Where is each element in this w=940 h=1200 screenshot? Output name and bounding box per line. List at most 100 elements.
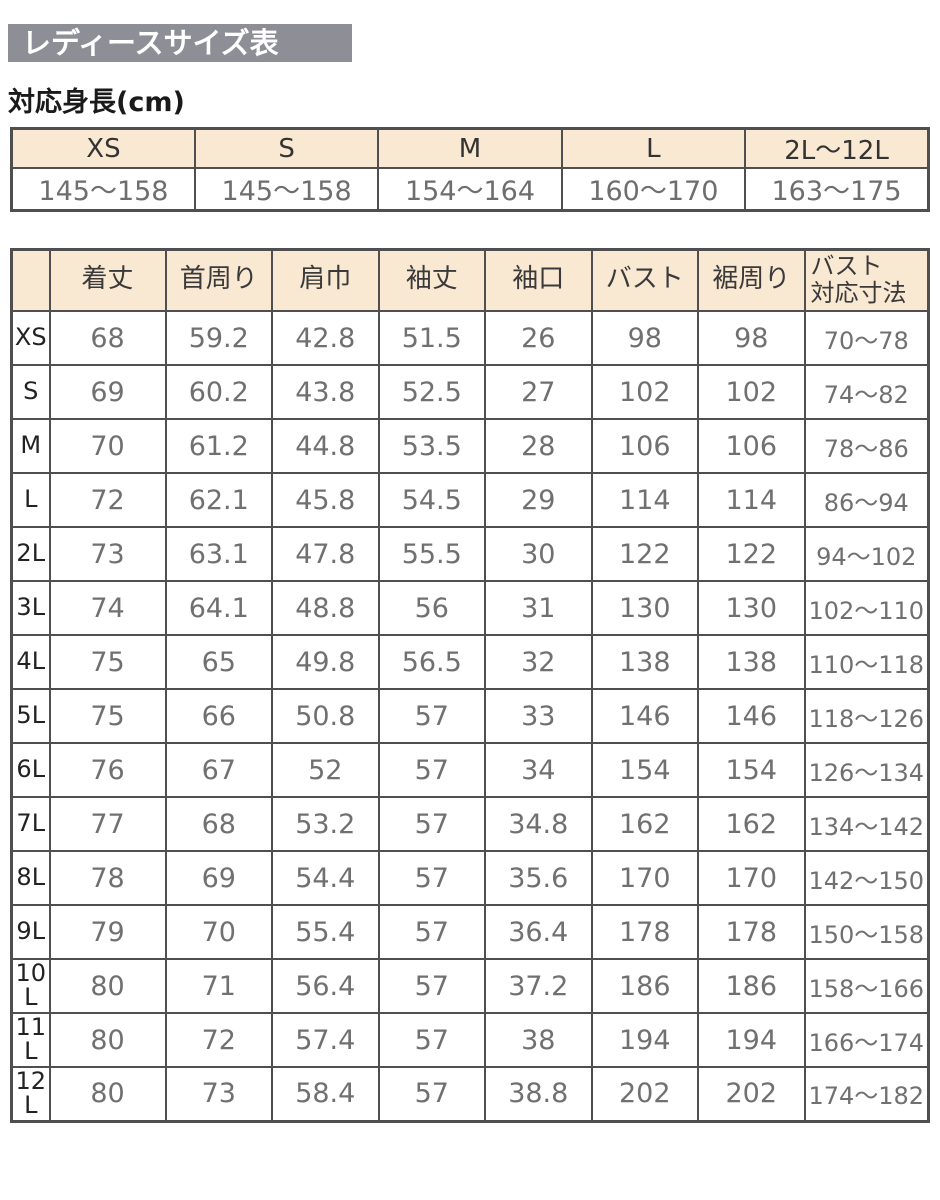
table-cell: 122 — [697, 526, 806, 582]
table-row: 145〜158 145〜158 154〜164 160〜170 163〜175 — [10, 167, 930, 211]
table-cell: 34.8 — [484, 796, 593, 852]
table-cell: 178 — [697, 904, 806, 960]
table-cell: 65 — [164, 634, 273, 690]
row-label: 5L — [10, 688, 51, 744]
column-header: バスト 対応寸法 — [803, 248, 930, 312]
table-cell: 80 — [48, 958, 167, 1014]
table-cell: 166〜174 — [803, 1012, 930, 1068]
table-cell: 32 — [484, 634, 593, 690]
table-cell: 35.6 — [484, 850, 593, 906]
table-row: XS S M L 2L〜12L — [10, 127, 930, 169]
table-row: 7L 77 68 53.2 57 34.8 162 162 134〜142 — [10, 796, 930, 852]
column-header: 2L〜12L — [744, 127, 930, 169]
table-cell: 47.8 — [271, 526, 380, 582]
table-cell: 54.5 — [377, 472, 486, 528]
table-cell: 80 — [48, 1066, 167, 1122]
table-cell: 53.2 — [271, 796, 380, 852]
table-cell: 194 — [697, 1012, 806, 1068]
table-cell: 45.8 — [271, 472, 380, 528]
table-cell: 57 — [377, 850, 486, 906]
column-header: S — [193, 127, 380, 169]
table-cell: 57 — [377, 742, 486, 798]
table-cell: 118〜126 — [803, 688, 930, 744]
table-row: 6L 76 67 52 57 34 154 154 126〜134 — [10, 742, 930, 798]
table-cell: 150〜158 — [803, 904, 930, 960]
table-cell: 106 — [697, 418, 806, 474]
table-cell: 145〜158 — [193, 167, 380, 211]
table-cell: 79 — [48, 904, 167, 960]
table-cell: 61.2 — [164, 418, 273, 474]
table-cell: 154 — [590, 742, 699, 798]
table-cell: 80 — [48, 1012, 167, 1068]
table-cell: 27 — [484, 364, 593, 420]
table-cell: 64.1 — [164, 580, 273, 636]
table-cell: 29 — [484, 472, 593, 528]
table-cell: 94〜102 — [803, 526, 930, 582]
table-cell: 26 — [484, 310, 593, 366]
table-cell: 38 — [484, 1012, 593, 1068]
table-cell: 114 — [590, 472, 699, 528]
table-row: 9L 79 70 55.4 57 36.4 178 178 150〜158 — [10, 904, 930, 960]
table-cell: 102 — [590, 364, 699, 420]
page-title: レディースサイズ表 — [8, 24, 352, 62]
row-label: 9L — [10, 904, 51, 960]
table-cell: 57 — [377, 1012, 486, 1068]
table-row: 3L 74 64.1 48.8 56 31 130 130 102〜110 — [10, 580, 930, 636]
table-cell: 130 — [590, 580, 699, 636]
table-cell: 194 — [590, 1012, 699, 1068]
table-cell: 56.4 — [271, 958, 380, 1014]
column-header: 首周り — [164, 248, 273, 312]
table-cell: 98 — [697, 310, 806, 366]
table-cell: 52.5 — [377, 364, 486, 420]
row-label: 3L — [10, 580, 51, 636]
table-cell: 72 — [164, 1012, 273, 1068]
table-row: 着丈 首周り 肩巾 袖丈 袖口 バスト 裾周り バスト 対応寸法 — [10, 248, 930, 312]
table-row: 4L 75 65 49.8 56.5 32 138 138 110〜118 — [10, 634, 930, 690]
table-cell: 186 — [697, 958, 806, 1014]
table-cell: 42.8 — [271, 310, 380, 366]
table-row: S 69 60.2 43.8 52.5 27 102 102 74〜82 — [10, 364, 930, 420]
size-table-body: XS 68 59.2 42.8 51.5 26 98 98 70〜78 S 69 60.2 43.8 52… — [10, 310, 930, 1122]
table-cell: 57 — [377, 1066, 486, 1122]
table-cell: 56 — [377, 580, 486, 636]
column-header: 肩巾 — [271, 248, 380, 312]
table-row: 2L 73 63.1 47.8 55.5 30 122 122 94〜102 — [10, 526, 930, 582]
table-row: 8L 78 69 54.4 57 35.6 170 170 142〜150 — [10, 850, 930, 906]
height-table: XS S M L 2L〜12L 145〜158 145〜158 154〜164 160〜170… — [10, 127, 930, 212]
row-label: 4L — [10, 634, 51, 690]
row-label: 7L — [10, 796, 51, 852]
table-cell: 43.8 — [271, 364, 380, 420]
column-header: 裾周り — [697, 248, 806, 312]
table-cell: 142〜150 — [803, 850, 930, 906]
row-label: 11L — [10, 1012, 51, 1068]
table-row: L 72 62.1 45.8 54.5 29 114 114 86〜94 — [10, 472, 930, 528]
table-cell: 160〜170 — [560, 167, 747, 211]
table-cell: 158〜166 — [803, 958, 930, 1014]
table-cell: 69 — [48, 364, 167, 420]
table-row: 12L 80 73 58.4 57 38.8 202 202 174〜182 — [10, 1066, 930, 1122]
column-header: XS — [10, 127, 196, 169]
table-cell: 75 — [48, 634, 167, 690]
table-cell: 86〜94 — [803, 472, 930, 528]
table-cell: 37.2 — [484, 958, 593, 1014]
column-header: L — [560, 127, 747, 169]
table-cell: 178 — [590, 904, 699, 960]
table-cell: 73 — [48, 526, 167, 582]
table-cell: 74 — [48, 580, 167, 636]
table-cell: 55.4 — [271, 904, 380, 960]
table-cell: 174〜182 — [803, 1066, 930, 1122]
table-cell: 52 — [271, 742, 380, 798]
table-cell: 54.4 — [271, 850, 380, 906]
height-table-head: XS S M L 2L〜12L — [10, 127, 930, 169]
table-cell: 66 — [164, 688, 273, 744]
table-row: M 70 61.2 44.8 53.5 28 106 106 78〜86 — [10, 418, 930, 474]
table-cell: 28 — [484, 418, 593, 474]
table-cell: 75 — [48, 688, 167, 744]
table-cell: 57 — [377, 904, 486, 960]
table-cell: 69 — [164, 850, 273, 906]
table-cell: 50.8 — [271, 688, 380, 744]
table-cell: 67 — [164, 742, 273, 798]
table-cell: 146 — [697, 688, 806, 744]
height-table-body: 145〜158 145〜158 154〜164 160〜170 163〜175 — [10, 167, 930, 211]
table-cell: 78〜86 — [803, 418, 930, 474]
